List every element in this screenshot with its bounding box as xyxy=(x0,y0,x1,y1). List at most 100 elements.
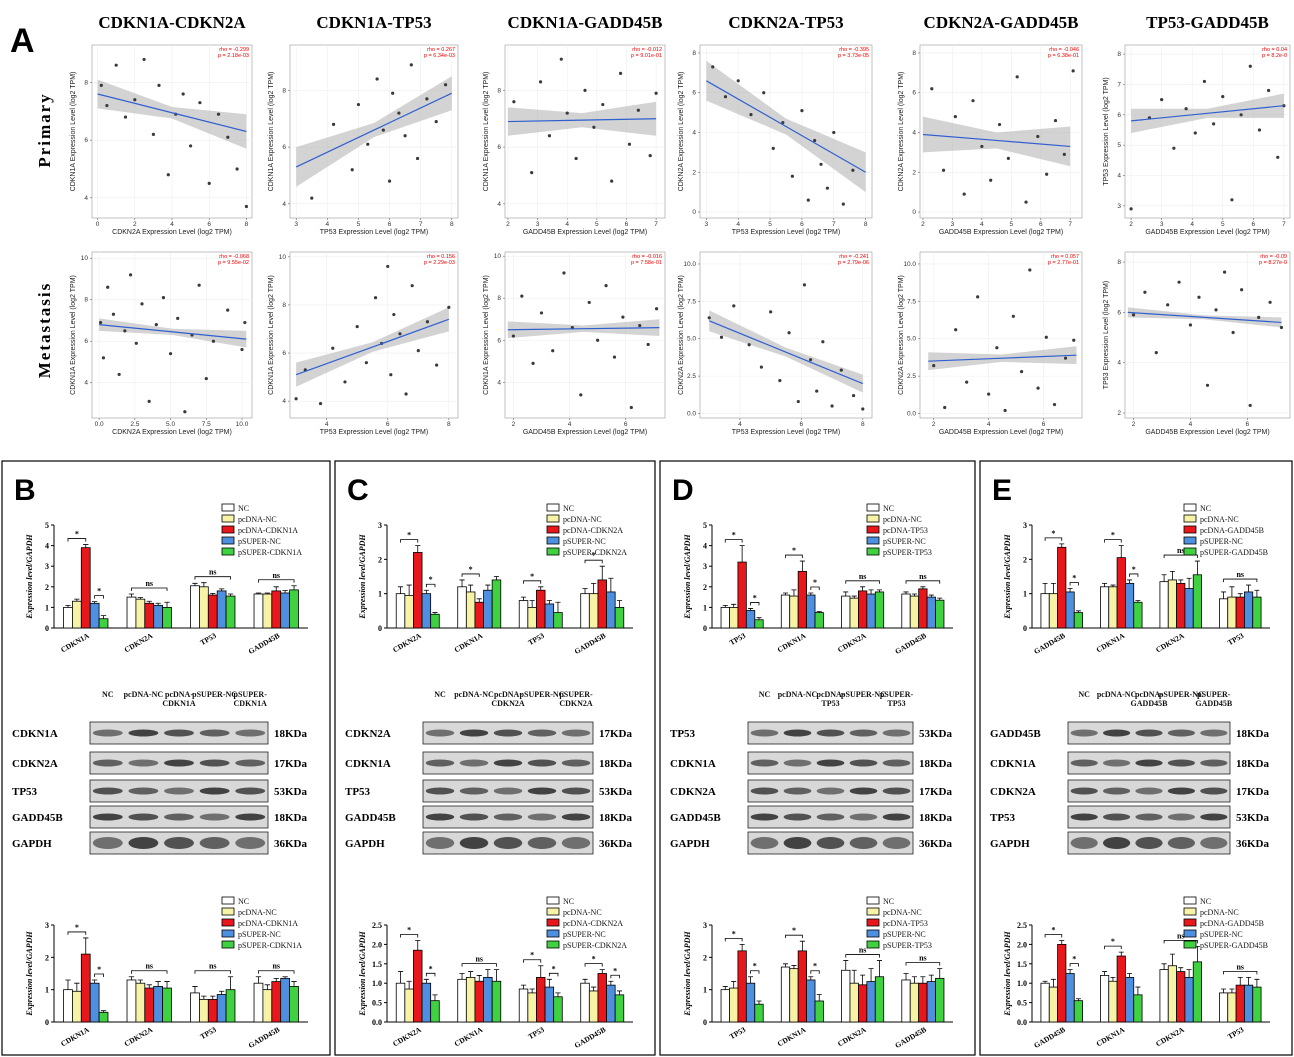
stat-label: p = 2.79e-06 xyxy=(838,260,869,266)
point xyxy=(737,79,740,82)
error-bar xyxy=(201,996,206,999)
point xyxy=(942,169,945,172)
significance-bracket xyxy=(1045,935,1062,938)
x-axis-title: GADD45B Expression Level (log2 TPM) xyxy=(1145,429,1269,436)
bar xyxy=(1058,944,1066,1022)
bar xyxy=(1041,983,1049,1022)
legend-label: pcDNA-NC xyxy=(563,908,602,917)
legend-swatch xyxy=(1184,526,1196,533)
error-bar xyxy=(1221,989,1226,993)
significance-bracket xyxy=(95,974,104,977)
error-bar xyxy=(1119,952,1124,956)
error-bar xyxy=(155,982,160,987)
significance-label: * xyxy=(75,530,79,539)
y-tick-label: 0 xyxy=(45,624,49,633)
blot-band xyxy=(817,814,845,821)
y-tick-label: 4 xyxy=(497,379,501,386)
point xyxy=(1016,75,1019,78)
x-tick-label: CDKN2A xyxy=(1154,631,1186,655)
point xyxy=(749,113,752,116)
stat-label: p = 2.18e-03 xyxy=(218,53,249,59)
bar xyxy=(431,1001,440,1022)
legend-label: pcDNA-GADD45B xyxy=(1200,919,1264,928)
protein-label: CDKN2A xyxy=(12,758,58,770)
point xyxy=(1249,65,1252,68)
bar xyxy=(1074,1001,1082,1022)
error-bar xyxy=(432,995,437,1001)
point xyxy=(1249,404,1252,407)
y-axis-title: CDKN2A Expression Level (log2 TPM) xyxy=(898,72,905,192)
point xyxy=(649,154,652,157)
legend-label: NC xyxy=(563,504,574,513)
legend-swatch xyxy=(1184,919,1196,926)
significance-label: * xyxy=(407,531,411,540)
blot-band xyxy=(850,788,878,795)
blot-band xyxy=(784,837,812,849)
y-tick-label: 2.0 xyxy=(1017,940,1027,949)
bar xyxy=(875,977,883,1022)
error-bar xyxy=(477,599,482,602)
legend-swatch xyxy=(1184,515,1196,522)
y-tick-label: 2.0 xyxy=(372,940,382,949)
y-axis-title: CDKN1A Expression Level (log2 TPM) xyxy=(268,275,275,395)
error-bar xyxy=(1051,583,1056,593)
significance-label: * xyxy=(813,962,817,971)
y-tick-label: 0 xyxy=(378,624,382,633)
size-label: 18KDa xyxy=(1236,728,1270,740)
stat-label: p = 9.55e-02 xyxy=(218,260,249,266)
protein-label: GADD45B xyxy=(990,728,1041,740)
significance-label: * xyxy=(530,572,534,581)
significance-label: ns xyxy=(859,572,867,581)
x-tick-label: GADD45B xyxy=(1032,1025,1066,1050)
bar xyxy=(798,571,806,628)
blot-band xyxy=(784,814,812,821)
point xyxy=(762,91,765,94)
error-bar xyxy=(424,979,429,983)
error-bar xyxy=(1068,589,1073,592)
error-bar xyxy=(407,585,412,595)
point xyxy=(819,163,822,166)
bar xyxy=(815,613,823,628)
legend-swatch xyxy=(547,526,559,533)
legend-label: pSUPER-NC xyxy=(563,930,606,939)
y-axis-title: Expression level/GAPDH xyxy=(1003,931,1012,1017)
y-tick-label: 5 xyxy=(703,521,707,530)
error-bar xyxy=(485,585,490,590)
legend-swatch xyxy=(222,941,234,948)
bar xyxy=(145,988,154,1022)
point xyxy=(1258,128,1261,131)
blot-band xyxy=(1200,730,1227,737)
y-tick-label: 10 xyxy=(81,255,89,262)
error-bar xyxy=(1127,580,1132,583)
y-axis-title: Expression level/GAPDH xyxy=(25,931,34,1017)
bar xyxy=(781,595,789,628)
bar xyxy=(466,592,475,628)
x-tick-label: 4 xyxy=(1189,421,1193,428)
point xyxy=(562,271,565,274)
legend-swatch xyxy=(867,504,879,511)
bar xyxy=(208,999,217,1022)
error-bar xyxy=(1178,580,1183,583)
point xyxy=(813,139,816,142)
y-axis-title: CDKN1A Expression Level (log2 TPM) xyxy=(70,72,77,192)
bar xyxy=(431,614,440,628)
size-label: 18KDa xyxy=(274,728,308,740)
significance-label: ns xyxy=(919,954,927,963)
stat-label: p = 8.2e-0 xyxy=(1262,53,1287,59)
y-tick-label: 6 xyxy=(84,137,88,144)
x-tick-label: 3 xyxy=(705,221,709,228)
size-label: 53KDa xyxy=(1236,812,1270,824)
point xyxy=(724,95,727,98)
point xyxy=(1054,119,1057,122)
bar xyxy=(807,595,815,628)
blot-band xyxy=(460,730,489,737)
blot-band xyxy=(528,837,557,849)
bar xyxy=(1109,981,1117,1022)
legend-swatch xyxy=(222,515,234,522)
significance-bracket xyxy=(1105,540,1122,543)
blot-band xyxy=(817,837,845,849)
y-tick-label: 4 xyxy=(45,542,49,551)
y-axis-title: TP53 Expression Level (log2 TPM) xyxy=(1103,281,1110,389)
legend-swatch xyxy=(547,930,559,937)
bar xyxy=(81,548,90,628)
